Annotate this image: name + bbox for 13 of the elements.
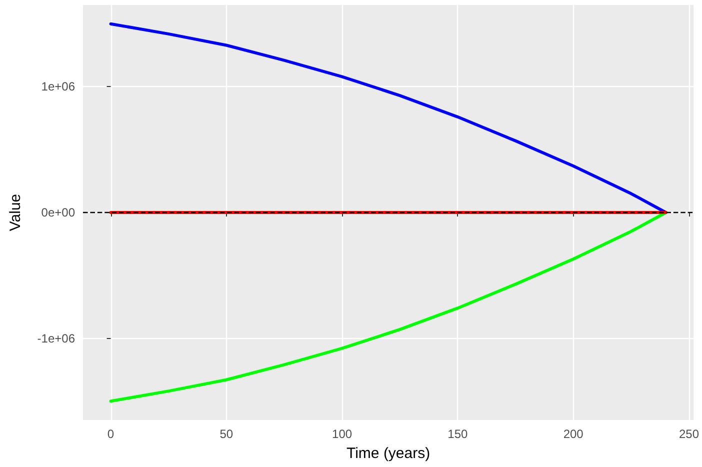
y-axis-title: Value <box>7 194 24 232</box>
x-tick-label: 0 <box>107 427 114 441</box>
x-tick-label: 200 <box>563 427 584 441</box>
x-axis-title: Time (years) <box>346 445 430 462</box>
line-series <box>109 211 668 403</box>
y-tick-label: 0e+00 <box>41 206 76 220</box>
x-tick-label: 100 <box>332 427 352 441</box>
x-tick-label: 50 <box>220 427 234 441</box>
y-tick-label: -1e+06 <box>37 331 76 346</box>
y-tick-label: 1e+06 <box>41 80 76 94</box>
line-series <box>109 22 668 214</box>
x-tick-label: 150 <box>448 427 468 441</box>
x-tick-label: 250 <box>678 427 700 441</box>
